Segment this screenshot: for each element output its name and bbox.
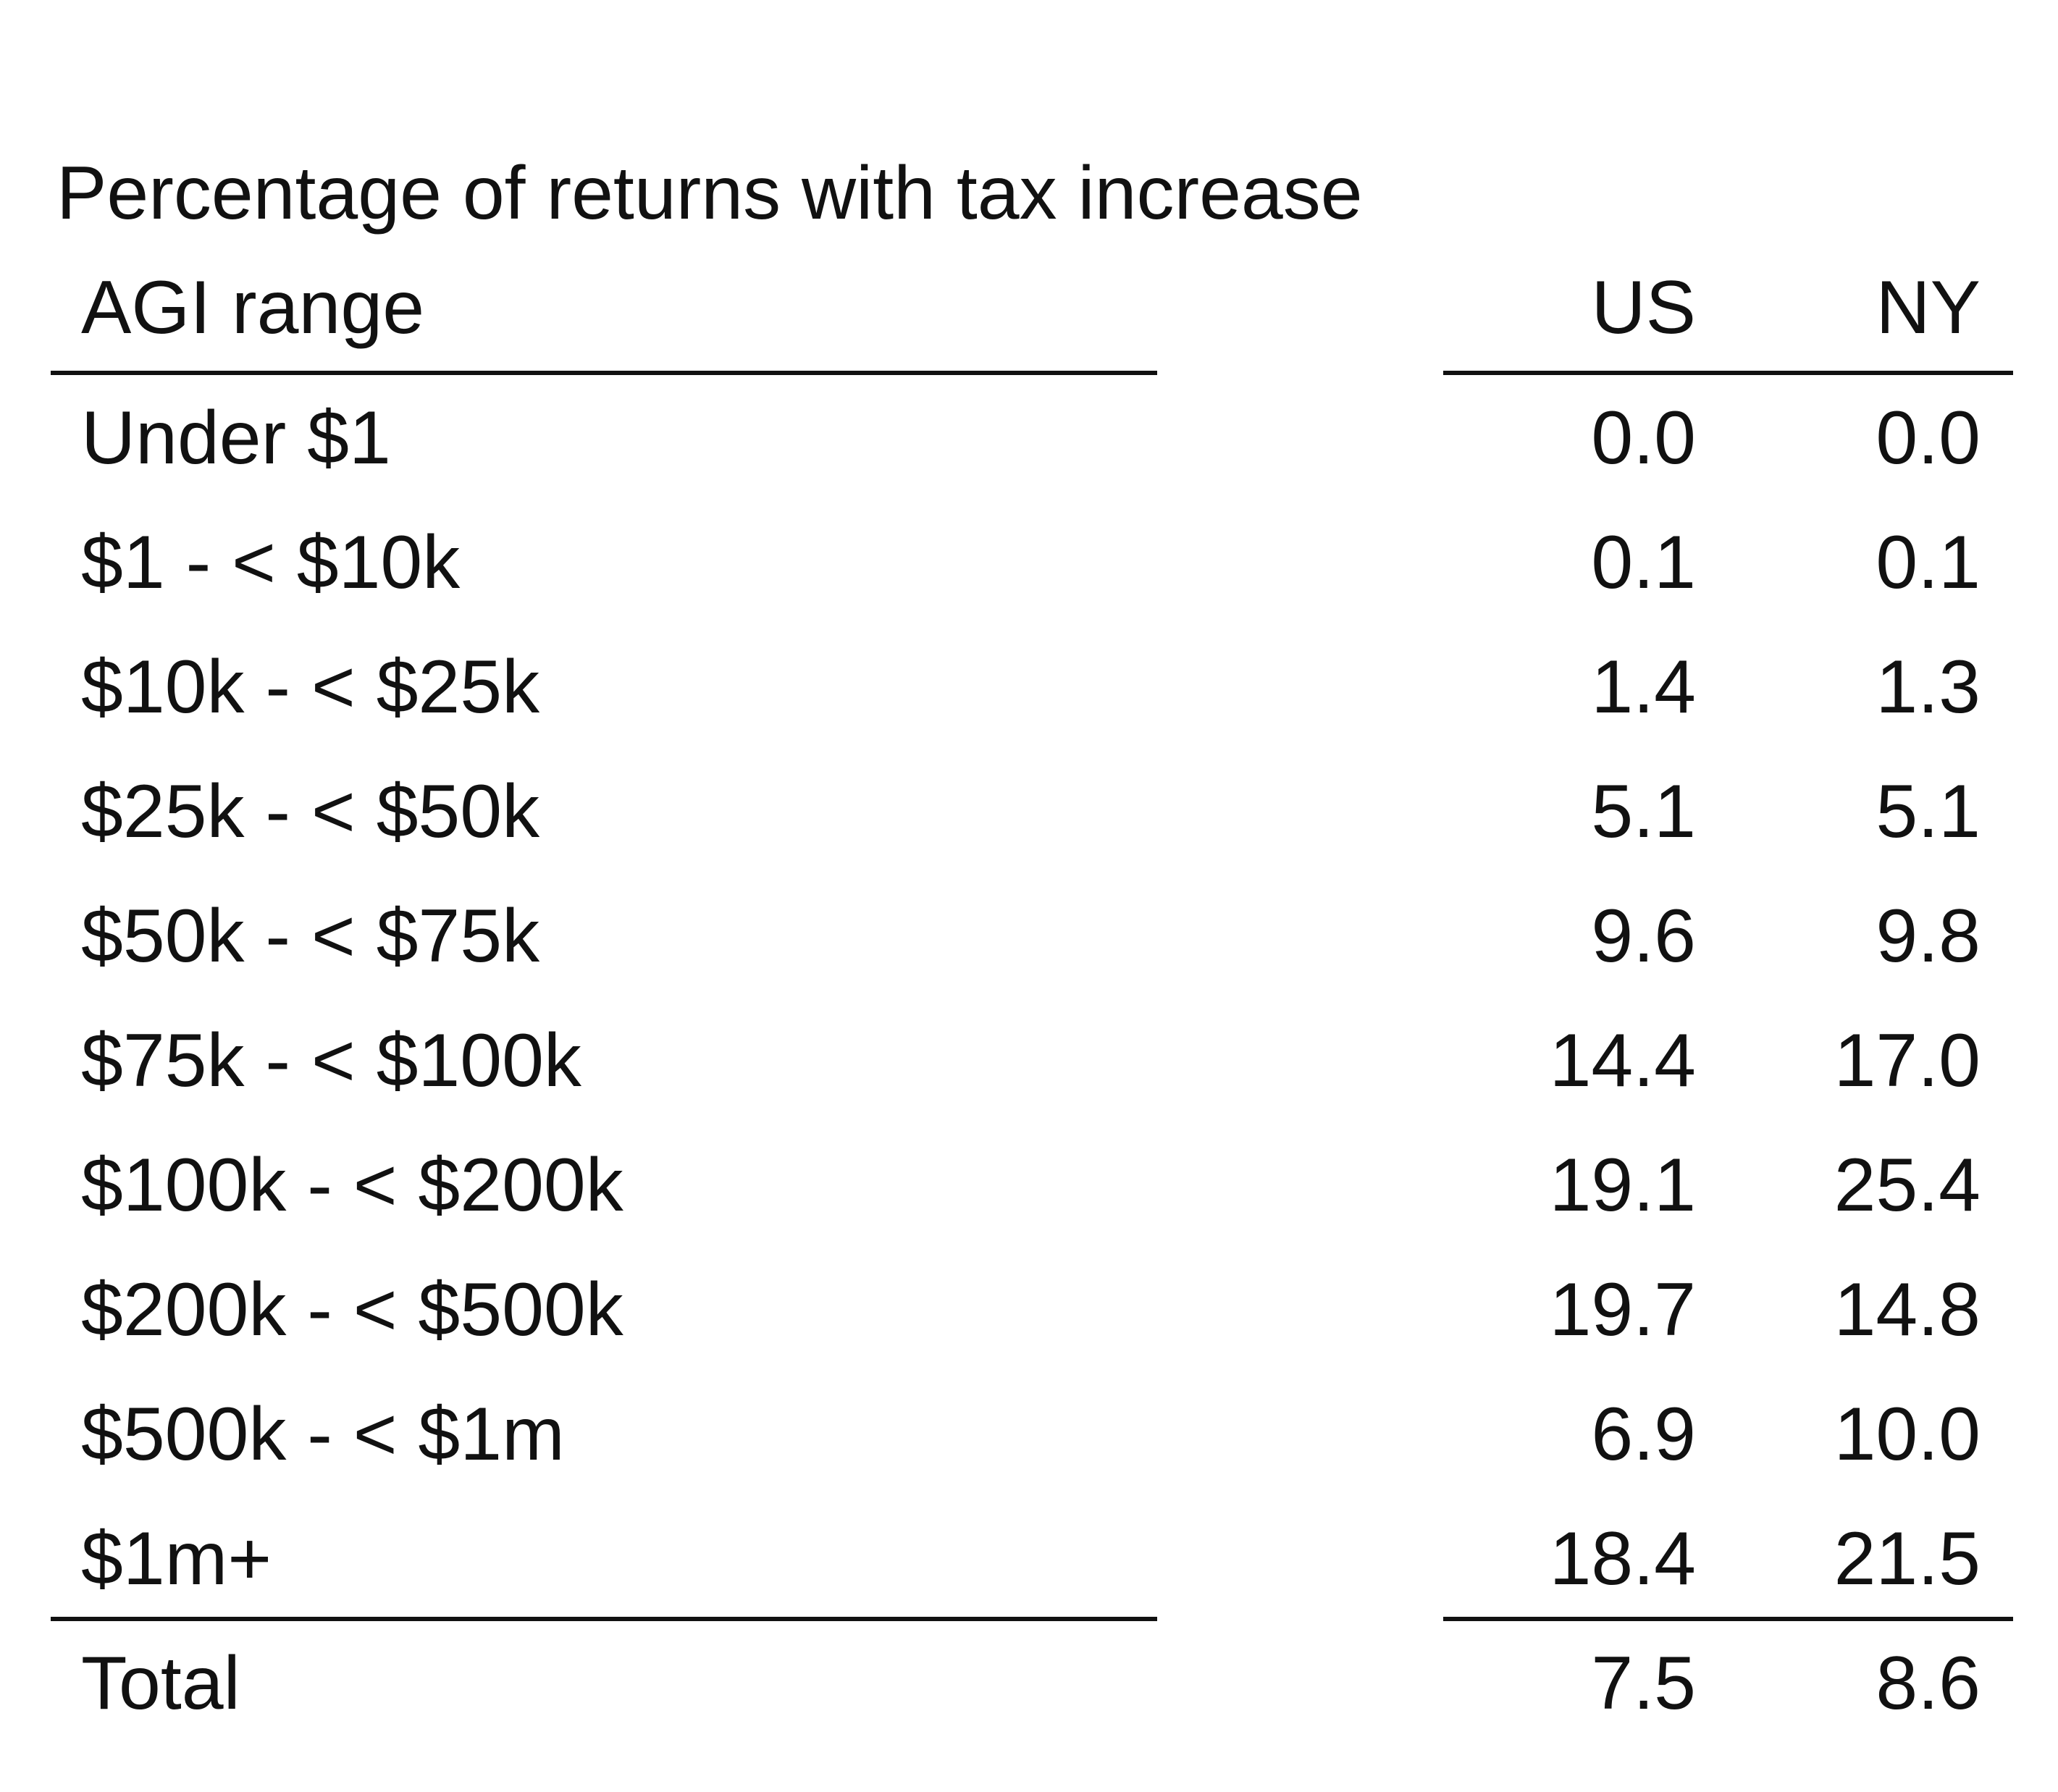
row-label: $500k - < $1m [81,1392,565,1476]
ny-value: 25.4 [1834,1143,1981,1227]
row-label: $10k - < $25k [81,645,540,729]
us-value: 1.4 [1591,645,1696,729]
ny-value: 10.0 [1834,1392,1981,1476]
ny-value: 0.1 [1876,521,1981,605]
table-row: $100k - < $200k 19.1 25.4 [81,1143,1981,1227]
us-value: 9.6 [1591,894,1696,978]
us-value: 14.4 [1550,1019,1696,1103]
ny-value: 9.8 [1876,894,1981,978]
ny-value: 14.8 [1834,1268,1981,1352]
column-header-us: US [1592,266,1696,350]
row-label: $50k - < $75k [81,894,540,978]
total-us-value: 7.5 [1591,1641,1696,1725]
table-row: $1m+ 18.4 21.5 [81,1517,1981,1601]
column-header-agi-range: AGI range [81,266,424,350]
row-label: $100k - < $200k [81,1143,624,1227]
table-body: Under $1 0.0 0.0 $1 - < $10k 0.1 0.1 $10k - < … [81,396,1981,1601]
table-row: Under $1 0.0 0.0 [81,396,1981,480]
row-label: $25k - < $50k [81,770,540,854]
table-row: $200k - < $500k 19.7 14.8 [81,1268,1981,1352]
ny-value: 5.1 [1876,770,1981,854]
column-header-ny: NY [1876,266,1981,350]
table-row: $50k - < $75k 9.6 9.8 [81,894,1981,978]
ny-value: 21.5 [1834,1517,1981,1601]
us-value: 6.9 [1591,1392,1696,1476]
us-value: 0.1 [1591,521,1696,605]
us-value: 18.4 [1550,1517,1696,1601]
us-value: 0.0 [1591,396,1696,480]
us-value: 5.1 [1591,770,1696,854]
table-row: $1 - < $10k 0.1 0.1 [81,521,1981,605]
table-row: $10k - < $25k 1.4 1.3 [81,645,1981,729]
ny-value: 17.0 [1834,1019,1981,1103]
row-label: $1 - < $10k [81,521,461,605]
us-value: 19.1 [1550,1143,1696,1227]
total-label: Total [81,1641,240,1725]
row-label: $75k - < $100k [81,1019,582,1103]
total-ny-value: 8.6 [1876,1641,1981,1725]
row-label: Under $1 [81,396,391,480]
table-title: Percentage of returns with tax increase [56,151,1363,235]
row-label: $1m+ [81,1517,272,1601]
us-value: 19.7 [1550,1268,1696,1352]
table-row: $75k - < $100k 14.4 17.0 [81,1019,1981,1103]
table-row: $25k - < $50k 5.1 5.1 [81,770,1981,854]
row-label: $200k - < $500k [81,1268,624,1352]
ny-value: 0.0 [1876,396,1981,480]
table-row: $500k - < $1m 6.9 10.0 [81,1392,1981,1476]
ny-value: 1.3 [1876,645,1981,729]
